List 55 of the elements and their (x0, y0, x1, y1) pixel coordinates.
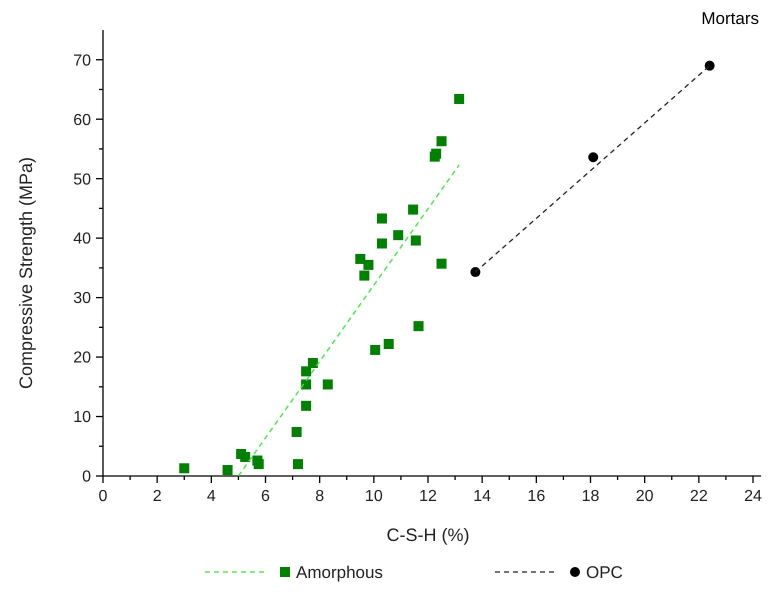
point (414, 321, 424, 332)
point (704, 60, 715, 71)
x-tick-label: 24 (744, 488, 762, 505)
y-tick-label: 20 (73, 350, 92, 367)
point (322, 379, 333, 390)
y-tick-label: 50 (73, 171, 92, 188)
point (410, 236, 421, 246)
point (436, 258, 447, 269)
point (370, 344, 380, 355)
y-tick-label: 40 (73, 230, 92, 248)
x-tick-label: 4 (206, 488, 216, 505)
point (436, 136, 447, 146)
point (454, 94, 464, 104)
point (355, 254, 366, 264)
point (431, 148, 442, 159)
x-tick-label: 20 (636, 488, 654, 505)
y-tick-label: 70 (73, 52, 92, 70)
x-tick-label: 16 (527, 488, 546, 505)
x-axis-title: C-S-H (%) (386, 525, 470, 545)
point (376, 238, 387, 248)
point (408, 204, 418, 215)
y-tick-label: 10 (73, 409, 92, 426)
legend-label: Amorphous (296, 563, 383, 582)
chart-title: Mortars (701, 9, 759, 28)
x-tick-label: 6 (261, 488, 270, 505)
legend-label: OPC (586, 563, 623, 582)
point (308, 358, 318, 368)
x-tick-label: 2 (152, 488, 162, 505)
x-tick-label: 10 (364, 488, 383, 505)
point (222, 465, 233, 476)
x-tick-label: 18 (582, 488, 600, 505)
point (301, 400, 312, 411)
point (301, 366, 312, 376)
y-tick-label: 0 (82, 468, 92, 486)
y-tick-label: 60 (73, 112, 92, 129)
point (363, 260, 374, 270)
point (470, 267, 480, 278)
x-tick-label: 0 (98, 488, 108, 505)
x-tick-label: 12 (419, 488, 437, 505)
y-tick-label: 30 (73, 290, 92, 308)
x-tick-label: 8 (315, 488, 324, 505)
x-tick-label: 14 (473, 488, 492, 505)
y-axis-title: Compressive Strength (MPa) (16, 156, 36, 390)
point (240, 452, 250, 462)
point (384, 338, 394, 349)
point (254, 459, 264, 470)
point (393, 230, 404, 240)
point (179, 463, 190, 474)
point (588, 152, 598, 162)
point (376, 214, 387, 224)
point (293, 459, 303, 470)
point (359, 270, 370, 281)
x-tick-label: 22 (690, 488, 708, 505)
point (301, 379, 312, 390)
point (292, 426, 302, 437)
